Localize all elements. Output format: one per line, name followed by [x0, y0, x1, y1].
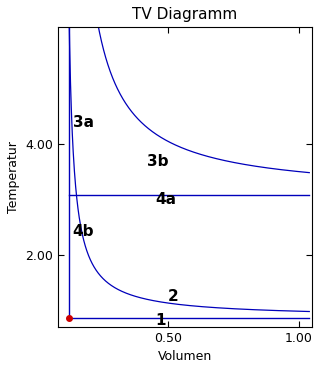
Text: 4b: 4b	[73, 224, 94, 239]
Title: TV Diagramm: TV Diagramm	[132, 7, 238, 22]
Y-axis label: Temperatur: Temperatur	[7, 141, 20, 213]
Text: 4a: 4a	[155, 192, 176, 207]
Text: 2: 2	[168, 289, 179, 304]
Text: 3b: 3b	[147, 154, 169, 169]
Text: 1: 1	[155, 313, 165, 328]
X-axis label: Volumen: Volumen	[158, 350, 212, 363]
Text: 3a: 3a	[73, 115, 94, 131]
